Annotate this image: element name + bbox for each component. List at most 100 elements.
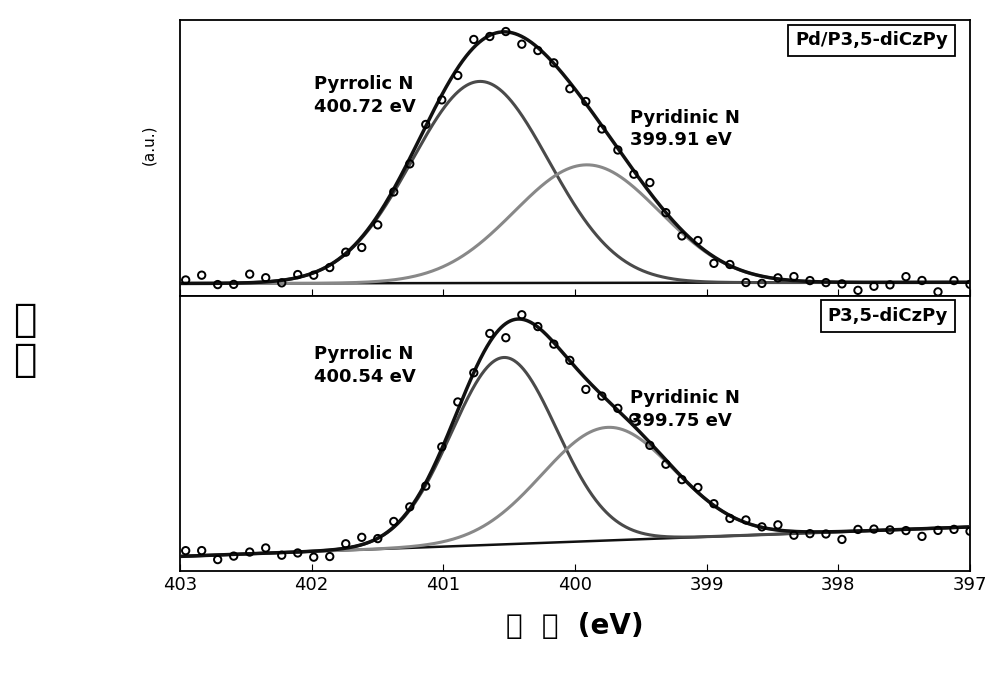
Point <box>482 31 498 42</box>
Point <box>706 258 722 269</box>
Point <box>658 207 674 218</box>
Point <box>802 528 818 539</box>
Point <box>706 498 722 509</box>
Point <box>898 271 914 282</box>
Point <box>482 328 498 339</box>
Text: 强
度: 强 度 <box>13 301 37 379</box>
Text: Pyridinic N
399.75 eV: Pyridinic N 399.75 eV <box>630 390 740 430</box>
Point <box>754 522 770 532</box>
Point <box>818 277 834 288</box>
Point <box>194 270 210 281</box>
Point <box>642 177 658 188</box>
Point <box>562 83 578 94</box>
Point <box>306 270 322 281</box>
Point <box>562 355 578 366</box>
Point <box>914 531 930 542</box>
Point <box>370 220 386 231</box>
Point <box>674 474 690 485</box>
Point <box>610 145 626 156</box>
Point <box>946 524 962 535</box>
Point <box>290 269 306 280</box>
Point <box>786 271 802 282</box>
Point <box>754 278 770 289</box>
Point <box>514 309 530 320</box>
Point <box>882 524 898 535</box>
Point <box>834 534 850 545</box>
Point <box>898 525 914 536</box>
Text: Pd/P3,5-diCzPy: Pd/P3,5-diCzPy <box>795 31 948 50</box>
Point <box>210 279 226 290</box>
Point <box>242 547 258 558</box>
Point <box>642 440 658 451</box>
Point <box>274 549 290 560</box>
Point <box>498 333 514 343</box>
Point <box>530 321 546 332</box>
Point <box>434 95 450 105</box>
Point <box>866 524 882 534</box>
Point <box>578 384 594 395</box>
Point <box>738 277 754 288</box>
Text: Pyrrolic N
400.54 eV: Pyrrolic N 400.54 eV <box>314 345 416 386</box>
Point <box>434 441 450 452</box>
Point <box>210 554 226 565</box>
Point <box>882 279 898 290</box>
Point <box>690 235 706 246</box>
Point <box>178 545 194 556</box>
Point <box>226 551 242 562</box>
Point <box>626 413 642 424</box>
Point <box>162 548 178 559</box>
Point <box>530 45 546 56</box>
Point <box>258 543 274 554</box>
Point <box>850 524 866 535</box>
Point <box>386 186 402 197</box>
Point <box>962 279 978 290</box>
Point <box>770 273 786 284</box>
Point <box>786 530 802 541</box>
Point <box>818 528 834 539</box>
Point <box>418 481 434 492</box>
Point <box>594 390 610 401</box>
Point <box>450 396 466 407</box>
Point <box>834 278 850 289</box>
Point <box>322 262 338 273</box>
Point <box>354 242 370 253</box>
Point <box>466 34 482 45</box>
Point <box>946 275 962 286</box>
Point <box>146 275 162 286</box>
Point <box>578 96 594 107</box>
Point <box>226 279 242 290</box>
Point <box>546 57 562 68</box>
Point <box>610 403 626 414</box>
Point <box>338 539 354 549</box>
Point <box>466 367 482 378</box>
Point <box>402 501 418 512</box>
Point <box>962 526 978 537</box>
Point <box>722 259 738 270</box>
Text: (a.u.): (a.u.) <box>141 124 156 165</box>
Point <box>146 556 162 566</box>
Point <box>258 272 274 283</box>
Point <box>450 70 466 81</box>
Point <box>802 275 818 286</box>
Point <box>498 26 514 37</box>
Point <box>370 533 386 544</box>
Point <box>738 515 754 526</box>
Point <box>930 286 946 297</box>
Point <box>242 269 258 279</box>
Point <box>850 285 866 296</box>
Point <box>162 279 178 290</box>
Point <box>354 532 370 543</box>
Point <box>866 281 882 292</box>
Point <box>178 275 194 286</box>
Text: Pyrrolic N
400.72 eV: Pyrrolic N 400.72 eV <box>314 75 416 116</box>
Point <box>546 339 562 350</box>
Point <box>194 545 210 556</box>
Point <box>770 520 786 530</box>
Point <box>674 231 690 241</box>
Point <box>402 158 418 169</box>
Point <box>290 547 306 558</box>
Point <box>690 482 706 493</box>
Point <box>722 513 738 524</box>
Point <box>626 169 642 180</box>
Text: 键  能  (eV): 键 能 (eV) <box>506 612 644 640</box>
